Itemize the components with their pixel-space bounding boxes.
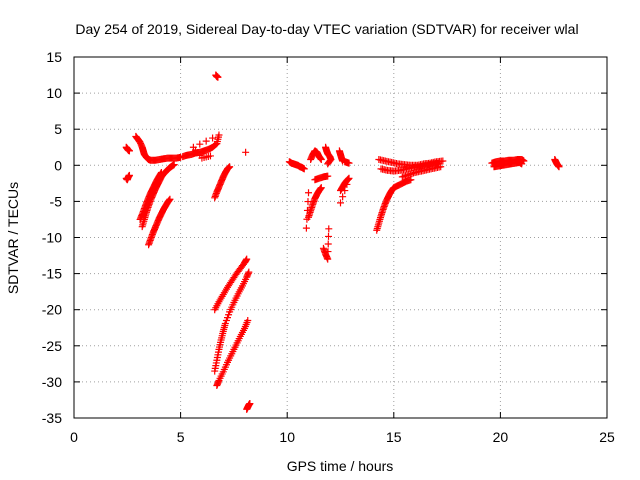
data-point [439,157,447,165]
data-point [209,134,217,142]
series-arc-30 [490,158,526,171]
series-arc-19 [311,172,332,184]
series-arc-23 [337,174,353,207]
grid-layer [74,57,607,418]
x-tick-label: 25 [599,429,615,445]
y-tick-label: -20 [42,302,62,318]
data-point [202,137,210,145]
series-arc-14 [243,400,254,413]
series-arc-24 [341,158,353,167]
data-point [196,140,204,148]
x-tick-label: 15 [386,429,402,445]
data-point [518,160,526,168]
x-tick-label: 10 [279,429,295,445]
data-point [324,248,332,256]
series-arc-11 [211,255,251,314]
data-point [339,193,347,201]
series-arc-18 [307,147,325,164]
y-axis-label: SDTVAR / TECUs [5,182,21,294]
series-arc-06 [145,195,174,249]
series-arc-13 [213,317,252,390]
data-point [325,159,333,167]
series-arc-05 [138,161,178,231]
data-point [345,159,353,167]
series-arc-28 [398,163,445,181]
x-tick-label: 5 [177,429,185,445]
data-point [246,400,254,408]
chart-title: Day 254 of 2019, Sidereal Day-to-day VTE… [75,21,578,37]
data-point [337,199,344,207]
series-arc-17 [305,184,325,221]
data-point [341,187,349,195]
data-point [345,174,353,182]
data-point [243,255,251,263]
series-arc-15 [285,158,308,173]
series-arc-07 [179,131,223,162]
data-point [212,141,220,149]
data-point [325,232,333,240]
series-arc-08 [212,71,222,81]
series-arc-21 [322,143,335,168]
series-arc-12 [211,268,253,375]
axes-layer: 0 5 10 15 20 25 15 10 5 0 -5 -10 -15 -20 -25 -30 -35 [42,49,615,445]
data-point [343,180,351,188]
data-points-layer [122,71,563,413]
y-tick-label: -25 [42,338,62,354]
y-tick-label: -10 [42,230,62,246]
series-arc-09 [211,163,234,202]
series-arc-10 [242,148,250,156]
data-point [170,161,178,169]
data-point [214,73,222,81]
data-point [437,163,445,171]
y-tick-label: -15 [42,266,62,282]
series-arc-02 [122,171,133,184]
data-point [242,148,250,156]
data-point [244,317,252,325]
data-point [125,171,133,179]
data-point [324,172,332,180]
data-point [324,160,332,168]
data-point [125,147,133,155]
y-tick-label: -5 [50,193,63,209]
data-point [226,163,234,171]
data-point [166,195,174,203]
data-point [317,184,325,192]
data-point [555,163,563,171]
series-arc-01 [122,143,133,155]
y-tick-label: 15 [46,49,62,65]
series-arc-25 [373,176,415,234]
series-arc-20 [319,225,333,263]
x-tick-label: 20 [493,429,509,445]
data-point [245,268,253,276]
data-point [305,189,313,197]
data-point [304,198,312,206]
series-arc-31 [551,156,563,171]
data-point [302,224,310,232]
data-point [325,225,333,233]
series-arc-03 [132,132,185,164]
x-tick-label: 0 [70,429,78,445]
y-tick-label: -30 [42,374,62,390]
y-tick-label: -35 [42,410,62,426]
data-point [206,152,214,160]
data-point [324,240,332,248]
y-tick-label: 0 [54,157,62,173]
x-axis-label: GPS time / hours [287,458,394,474]
data-point [215,131,223,139]
data-point [317,156,325,164]
y-tick-label: 10 [46,85,62,101]
data-point [300,165,308,173]
y-tick-label: 5 [54,121,62,137]
data-point [324,255,332,263]
